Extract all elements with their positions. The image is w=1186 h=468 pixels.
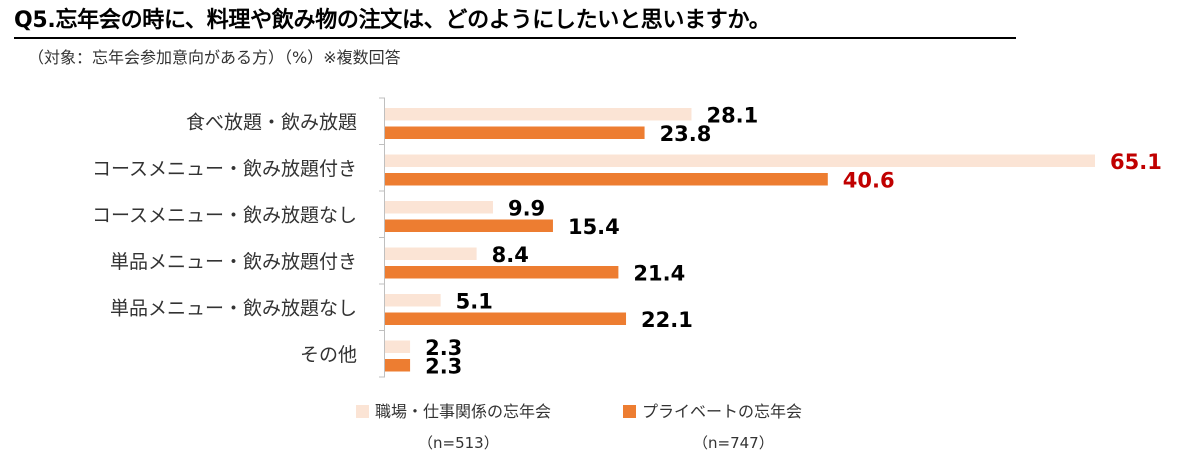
category-label: コースメニュー・飲み放題付き	[92, 158, 357, 180]
bar-workplace	[385, 340, 411, 353]
bar-workplace	[385, 154, 1095, 167]
data-label-private: 21.4	[633, 261, 685, 285]
data-label-workplace: 8.4	[492, 243, 529, 267]
bar-private	[385, 126, 645, 139]
legend-n-workplace: （n=513）	[418, 434, 499, 452]
bar-private	[385, 312, 627, 325]
legend-item-private: プライベートの忘年会	[623, 398, 802, 422]
bar-private	[385, 173, 828, 186]
data-label-workplace: 9.9	[508, 196, 545, 220]
legend-n-private: （n=747）	[693, 434, 774, 452]
data-label-private: 23.8	[660, 122, 712, 146]
category-label: コースメニュー・飲み放題なし	[92, 204, 357, 226]
bar-workplace	[385, 294, 441, 307]
data-label-workplace: 5.1	[456, 289, 493, 313]
legend-swatch-private	[623, 405, 636, 418]
data-label-private: 15.4	[568, 215, 620, 239]
category-label: 単品メニュー・飲み放題なし	[110, 297, 357, 319]
data-label-workplace: 2.3	[425, 336, 462, 360]
data-label-private: 40.6	[843, 168, 895, 192]
bar-private	[385, 219, 553, 232]
chart-title: Q5.忘年会の時に、料理や飲み物の注文は、どのようにしたいと思いますか。	[14, 8, 771, 33]
legend-label-private: プライベートの忘年会	[642, 402, 803, 421]
title-underline	[14, 37, 1016, 39]
bar-private	[385, 266, 619, 279]
bar-private	[385, 359, 411, 372]
legend-swatch-workplace	[356, 405, 369, 418]
data-label-workplace: 65.1	[1110, 150, 1162, 174]
data-label-private: 2.3	[425, 354, 462, 378]
chart-subtitle: （対象：忘年会参加意向がある方）（%）※複数回答	[28, 48, 401, 67]
category-label: 食べ放題・飲み放題	[186, 111, 357, 133]
legend-item-workplace: 職場・仕事関係の忘年会	[356, 398, 551, 422]
bar-workplace	[385, 108, 692, 121]
category-label: 単品メニュー・飲み放題付き	[110, 251, 357, 273]
category-label: その他	[300, 344, 357, 366]
data-label-private: 22.1	[641, 308, 693, 332]
legend-label-workplace: 職場・仕事関係の忘年会	[375, 402, 552, 421]
bar-workplace	[385, 247, 477, 260]
bar-workplace	[385, 201, 493, 214]
data-label-workplace: 28.1	[706, 103, 758, 127]
